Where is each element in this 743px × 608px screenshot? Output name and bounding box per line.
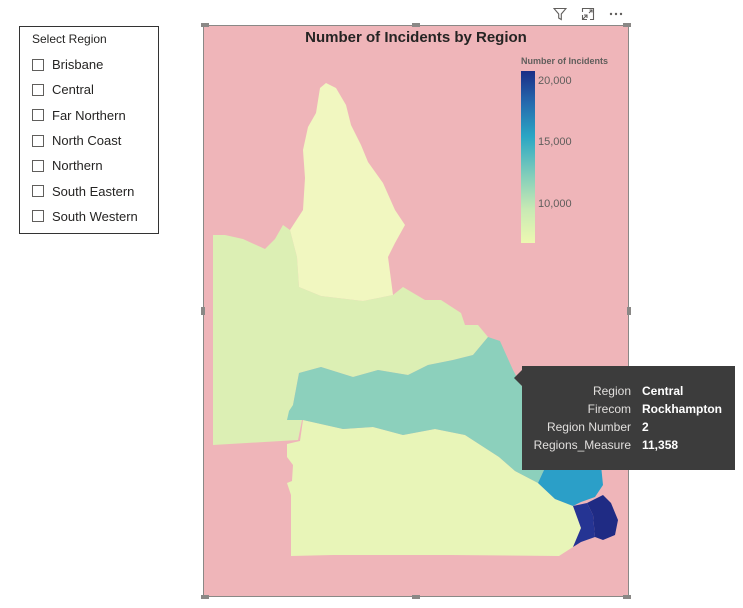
region-brisbane[interactable] [587, 495, 618, 540]
slicer-item-far-northern[interactable]: Far Northern [32, 103, 138, 128]
checkbox[interactable] [32, 159, 44, 172]
checkbox[interactable] [32, 185, 44, 198]
tooltip-key: Firecom [587, 402, 631, 416]
slicer-item-label: Far Northern [52, 107, 126, 123]
tooltip-row: Region Number 2 [522, 420, 735, 438]
checkbox[interactable] [32, 109, 44, 122]
tooltip-value: 11,358 [642, 438, 679, 452]
legend-tick: 20,000 [538, 75, 572, 87]
map-tooltip: Region Central Firecom Rockhampton Regio… [522, 366, 735, 470]
legend-color-scale [521, 71, 535, 243]
region-slicer: Select Region Brisbane Central Far North… [19, 26, 159, 234]
resize-handle-top-right[interactable] [623, 23, 631, 27]
slicer-item-south-western[interactable]: South Western [32, 204, 138, 229]
checkbox[interactable] [32, 210, 44, 223]
slicer-item-label: Northern [52, 158, 103, 174]
legend-tick: 15,000 [538, 136, 572, 148]
slicer-item-northern[interactable]: Northern [32, 153, 138, 178]
slicer-item-label: Brisbane [52, 57, 104, 73]
more-options-button[interactable] [608, 6, 624, 22]
legend-tick: 10,000 [538, 198, 572, 210]
more-options-icon [609, 12, 623, 16]
slicer-item-brisbane[interactable]: Brisbane [32, 52, 138, 77]
tooltip-arrow [514, 370, 522, 386]
slicer-item-central[interactable]: Central [32, 77, 138, 102]
filter-button[interactable] [552, 6, 568, 22]
slicer-item-label: North Coast [52, 133, 122, 149]
resize-handle-right[interactable] [627, 307, 631, 315]
tooltip-row: Region Central [522, 384, 735, 402]
focus-mode-button[interactable] [580, 6, 596, 22]
region-south-western[interactable] [287, 420, 581, 556]
region-south-eastern[interactable] [573, 503, 595, 547]
tooltip-value: Rockhampton [642, 402, 723, 416]
focus-mode-icon [581, 7, 595, 21]
slicer-item-label: South Eastern [52, 183, 135, 199]
tooltip-value: 2 [642, 420, 649, 434]
tooltip-row: Firecom Rockhampton [522, 402, 735, 420]
resize-handle-bottom-left[interactable] [201, 595, 209, 599]
tooltip-row: Regions_Measure 11,358 [522, 438, 735, 456]
resize-handle-bottom[interactable] [412, 595, 420, 599]
filter-icon [553, 7, 567, 21]
region-far-northern[interactable] [290, 83, 405, 301]
tooltip-value: Central [642, 384, 684, 398]
slicer-item-south-eastern[interactable]: South Eastern [32, 178, 138, 203]
region-central[interactable] [287, 337, 544, 483]
slicer-list: Brisbane Central Far Northern North Coas… [32, 52, 138, 229]
chart-title: Number of Incidents by Region [305, 29, 527, 46]
resize-handle-top-left[interactable] [201, 23, 209, 27]
checkbox[interactable] [32, 58, 44, 71]
resize-handle-left[interactable] [201, 307, 205, 315]
slicer-item-label: Central [52, 82, 94, 98]
tooltip-key: Region [592, 384, 631, 398]
resize-handle-top[interactable] [412, 23, 420, 27]
slicer-item-label: South Western [52, 208, 138, 224]
slicer-item-north-coast[interactable]: North Coast [32, 128, 138, 153]
region-northern[interactable] [213, 225, 488, 445]
tooltip-key: Region Number [546, 420, 631, 434]
slicer-title: Select Region [32, 32, 107, 46]
visual-header-toolbar [552, 6, 624, 22]
resize-handle-bottom-right[interactable] [623, 595, 631, 599]
tooltip-key: Regions_Measure [533, 438, 631, 452]
queensland-map [213, 83, 618, 556]
checkbox[interactable] [32, 134, 44, 147]
legend-title: Number of Incidents [521, 56, 609, 66]
checkbox[interactable] [32, 83, 44, 96]
